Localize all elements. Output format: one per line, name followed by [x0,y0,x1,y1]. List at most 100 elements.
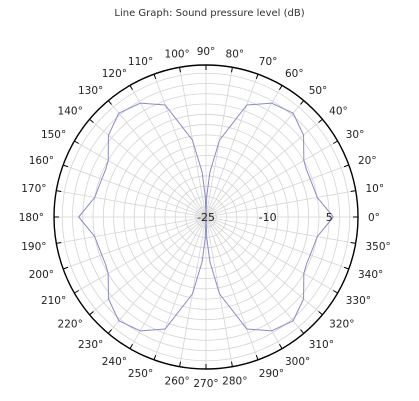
angle-tick-190 [56,242,62,244]
angle-tick-100 [179,67,181,73]
grid-spoke-340 [205,216,349,270]
angle-tick-label-80: 80° [226,49,245,61]
angle-tick-label-290: 290° [259,368,284,380]
angle-tick-60 [279,85,283,90]
angle-tick-240 [129,344,133,349]
angle-tick-140 [89,118,94,123]
angle-tick-label-260: 260° [165,375,190,387]
angle-tick-320 [318,311,323,316]
angle-tick-label-90: 90° [197,46,216,58]
grid-spoke-190 [56,216,207,244]
grid-spoke-320 [205,216,323,316]
angle-tick-label-40: 40° [329,105,348,117]
angle-tick-label-0: 0° [368,212,380,224]
angle-tick-200 [62,266,69,270]
angle-tick-250 [153,354,157,361]
grid-spoke-240 [129,216,207,349]
angle-tick-label-350: 350° [365,241,390,253]
angle-tick-label-220: 220° [58,319,83,331]
grid-spoke-150 [74,140,207,218]
series-layer [78,102,334,332]
angle-tick-label-280: 280° [222,375,247,387]
grid-spoke-30 [205,140,338,218]
angle-tick-label-310: 310° [309,339,334,351]
angle-tick-130 [107,100,112,105]
grid-spoke-50 [205,100,305,218]
angle-tick-230 [107,329,112,334]
angle-tick-310 [300,329,305,334]
grid-spoke-70 [205,74,259,218]
angle-tick-label-300: 300° [285,356,310,368]
angle-tick-330 [333,290,338,294]
angle-tick-label-190: 190° [21,241,46,253]
radial-tick-label--25: -25 [197,211,215,224]
angle-tick-160 [62,164,69,168]
angle-tick-150 [74,140,79,144]
radial-tick-labels: -25 -10 5 [197,211,333,224]
grid-spoke-40 [205,118,323,218]
angle-tick-label-120: 120° [102,68,127,80]
angle-tick-label-240: 240° [102,356,127,368]
radial-tick-label--10: -10 [259,211,277,224]
angle-tick-label-270: 270° [193,378,218,390]
grid-spoke-230 [107,216,207,334]
grid-spoke-60 [205,85,283,218]
series-line-0 [78,102,334,332]
angle-tick-300 [279,344,283,349]
angle-tick-30 [333,140,338,144]
angle-tick-350 [350,242,356,244]
angle-tick-label-180: 180° [19,212,44,224]
angle-tick-label-320: 320° [329,319,354,331]
angle-tick-label-140: 140° [58,105,83,117]
angle-tick-label-340: 340° [358,269,383,281]
angle-tick-label-200: 200° [29,269,54,281]
angle-tick-label-30: 30° [346,129,365,141]
angle-tick-label-160: 160° [29,155,54,167]
chart-title: Line Graph: Sound pressure level (dB) [114,8,305,19]
angle-tick-label-170: 170° [21,183,46,195]
grid-spoke-310 [205,216,305,334]
grid-spoke-160 [63,164,207,218]
angle-tick-label-100: 100° [165,49,190,61]
grid-spoke-210 [74,216,207,294]
grid-layer [53,64,359,370]
angle-tick-170 [56,190,62,192]
angle-tick-label-330: 330° [346,295,371,307]
angle-tick-220 [89,311,94,316]
angle-tick-label-150: 150° [41,129,66,141]
angle-tick-110 [153,73,157,80]
angle-tick-label-20: 20° [358,155,377,167]
grid-spoke-350 [205,216,356,244]
angle-tick-40 [318,118,323,123]
grid-spoke-170 [56,190,207,218]
grid-spoke-220 [89,216,207,316]
angle-tick-260 [179,361,181,367]
grid-spoke-20 [205,164,349,218]
angle-tick-label-10: 10° [365,183,384,195]
angle-tick-290 [255,354,259,361]
angle-tick-70 [255,73,259,80]
grid-spoke-130 [107,100,207,218]
grid-spoke-300 [205,216,283,349]
angle-tick-label-230: 230° [78,339,103,351]
grid-spoke-330 [205,216,338,294]
angle-tick-label-70: 70° [259,56,278,68]
angle-tick-label-210: 210° [41,295,66,307]
angle-tick-label-250: 250° [128,368,153,380]
grid-spoke-250 [153,216,207,360]
angle-tick-label-110: 110° [128,56,153,68]
angle-tick-labels: 0° 10° 20° 30° 40°50° 60° 70° 80° 90° 100° 110°120… [19,46,391,390]
angle-tick-50 [300,100,305,105]
angle-tick-280 [231,361,233,367]
angle-tick-10 [350,190,356,192]
grid-spoke-120 [129,85,207,218]
grid-spoke-290 [205,216,259,360]
angle-tick-120 [129,85,133,90]
grid-spoke-140 [89,118,207,218]
angle-tick-20 [343,164,350,168]
angle-tick-80 [231,67,233,73]
radial-tick-label-5: 5 [326,211,333,224]
angle-tick-label-50: 50° [309,85,328,97]
